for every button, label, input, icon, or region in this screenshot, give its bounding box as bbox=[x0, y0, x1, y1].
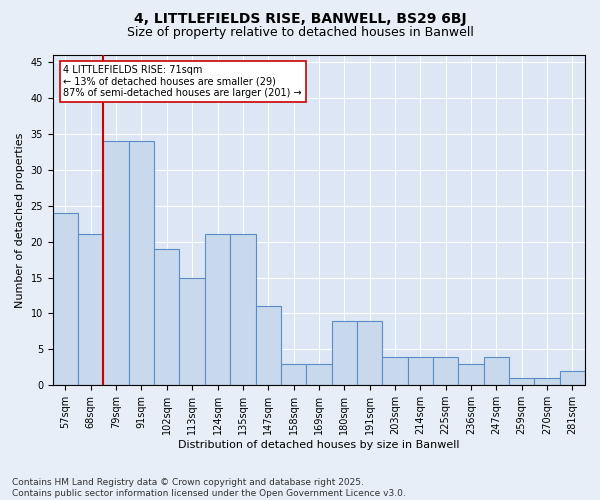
Bar bbox=[103, 141, 129, 385]
Text: 4 LITTLEFIELDS RISE: 71sqm
← 13% of detached houses are smaller (29)
87% of semi: 4 LITTLEFIELDS RISE: 71sqm ← 13% of deta… bbox=[64, 65, 302, 98]
Bar bbox=[433, 356, 458, 385]
Text: Contains HM Land Registry data © Crown copyright and database right 2025.
Contai: Contains HM Land Registry data © Crown c… bbox=[12, 478, 406, 498]
Bar bbox=[560, 371, 585, 385]
Bar bbox=[509, 378, 535, 385]
Bar bbox=[484, 356, 509, 385]
Title: 4, LITTLEFIELDS RISE, BANWELL, BS29 6BJ: 4, LITTLEFIELDS RISE, BANWELL, BS29 6BJ bbox=[0, 499, 1, 500]
Bar bbox=[332, 320, 357, 385]
X-axis label: Distribution of detached houses by size in Banwell: Distribution of detached houses by size … bbox=[178, 440, 460, 450]
Bar bbox=[407, 356, 433, 385]
Bar bbox=[256, 306, 281, 385]
Bar bbox=[306, 364, 332, 385]
Bar bbox=[78, 234, 103, 385]
Bar bbox=[179, 278, 205, 385]
Bar bbox=[154, 249, 179, 385]
Bar bbox=[357, 320, 382, 385]
Bar bbox=[382, 356, 407, 385]
Y-axis label: Number of detached properties: Number of detached properties bbox=[15, 132, 25, 308]
Bar bbox=[281, 364, 306, 385]
Bar bbox=[129, 141, 154, 385]
Bar bbox=[230, 234, 256, 385]
Text: Size of property relative to detached houses in Banwell: Size of property relative to detached ho… bbox=[127, 26, 473, 39]
Bar bbox=[205, 234, 230, 385]
Bar bbox=[458, 364, 484, 385]
Text: 4, LITTLEFIELDS RISE, BANWELL, BS29 6BJ: 4, LITTLEFIELDS RISE, BANWELL, BS29 6BJ bbox=[134, 12, 466, 26]
Bar bbox=[535, 378, 560, 385]
Bar bbox=[53, 213, 78, 385]
